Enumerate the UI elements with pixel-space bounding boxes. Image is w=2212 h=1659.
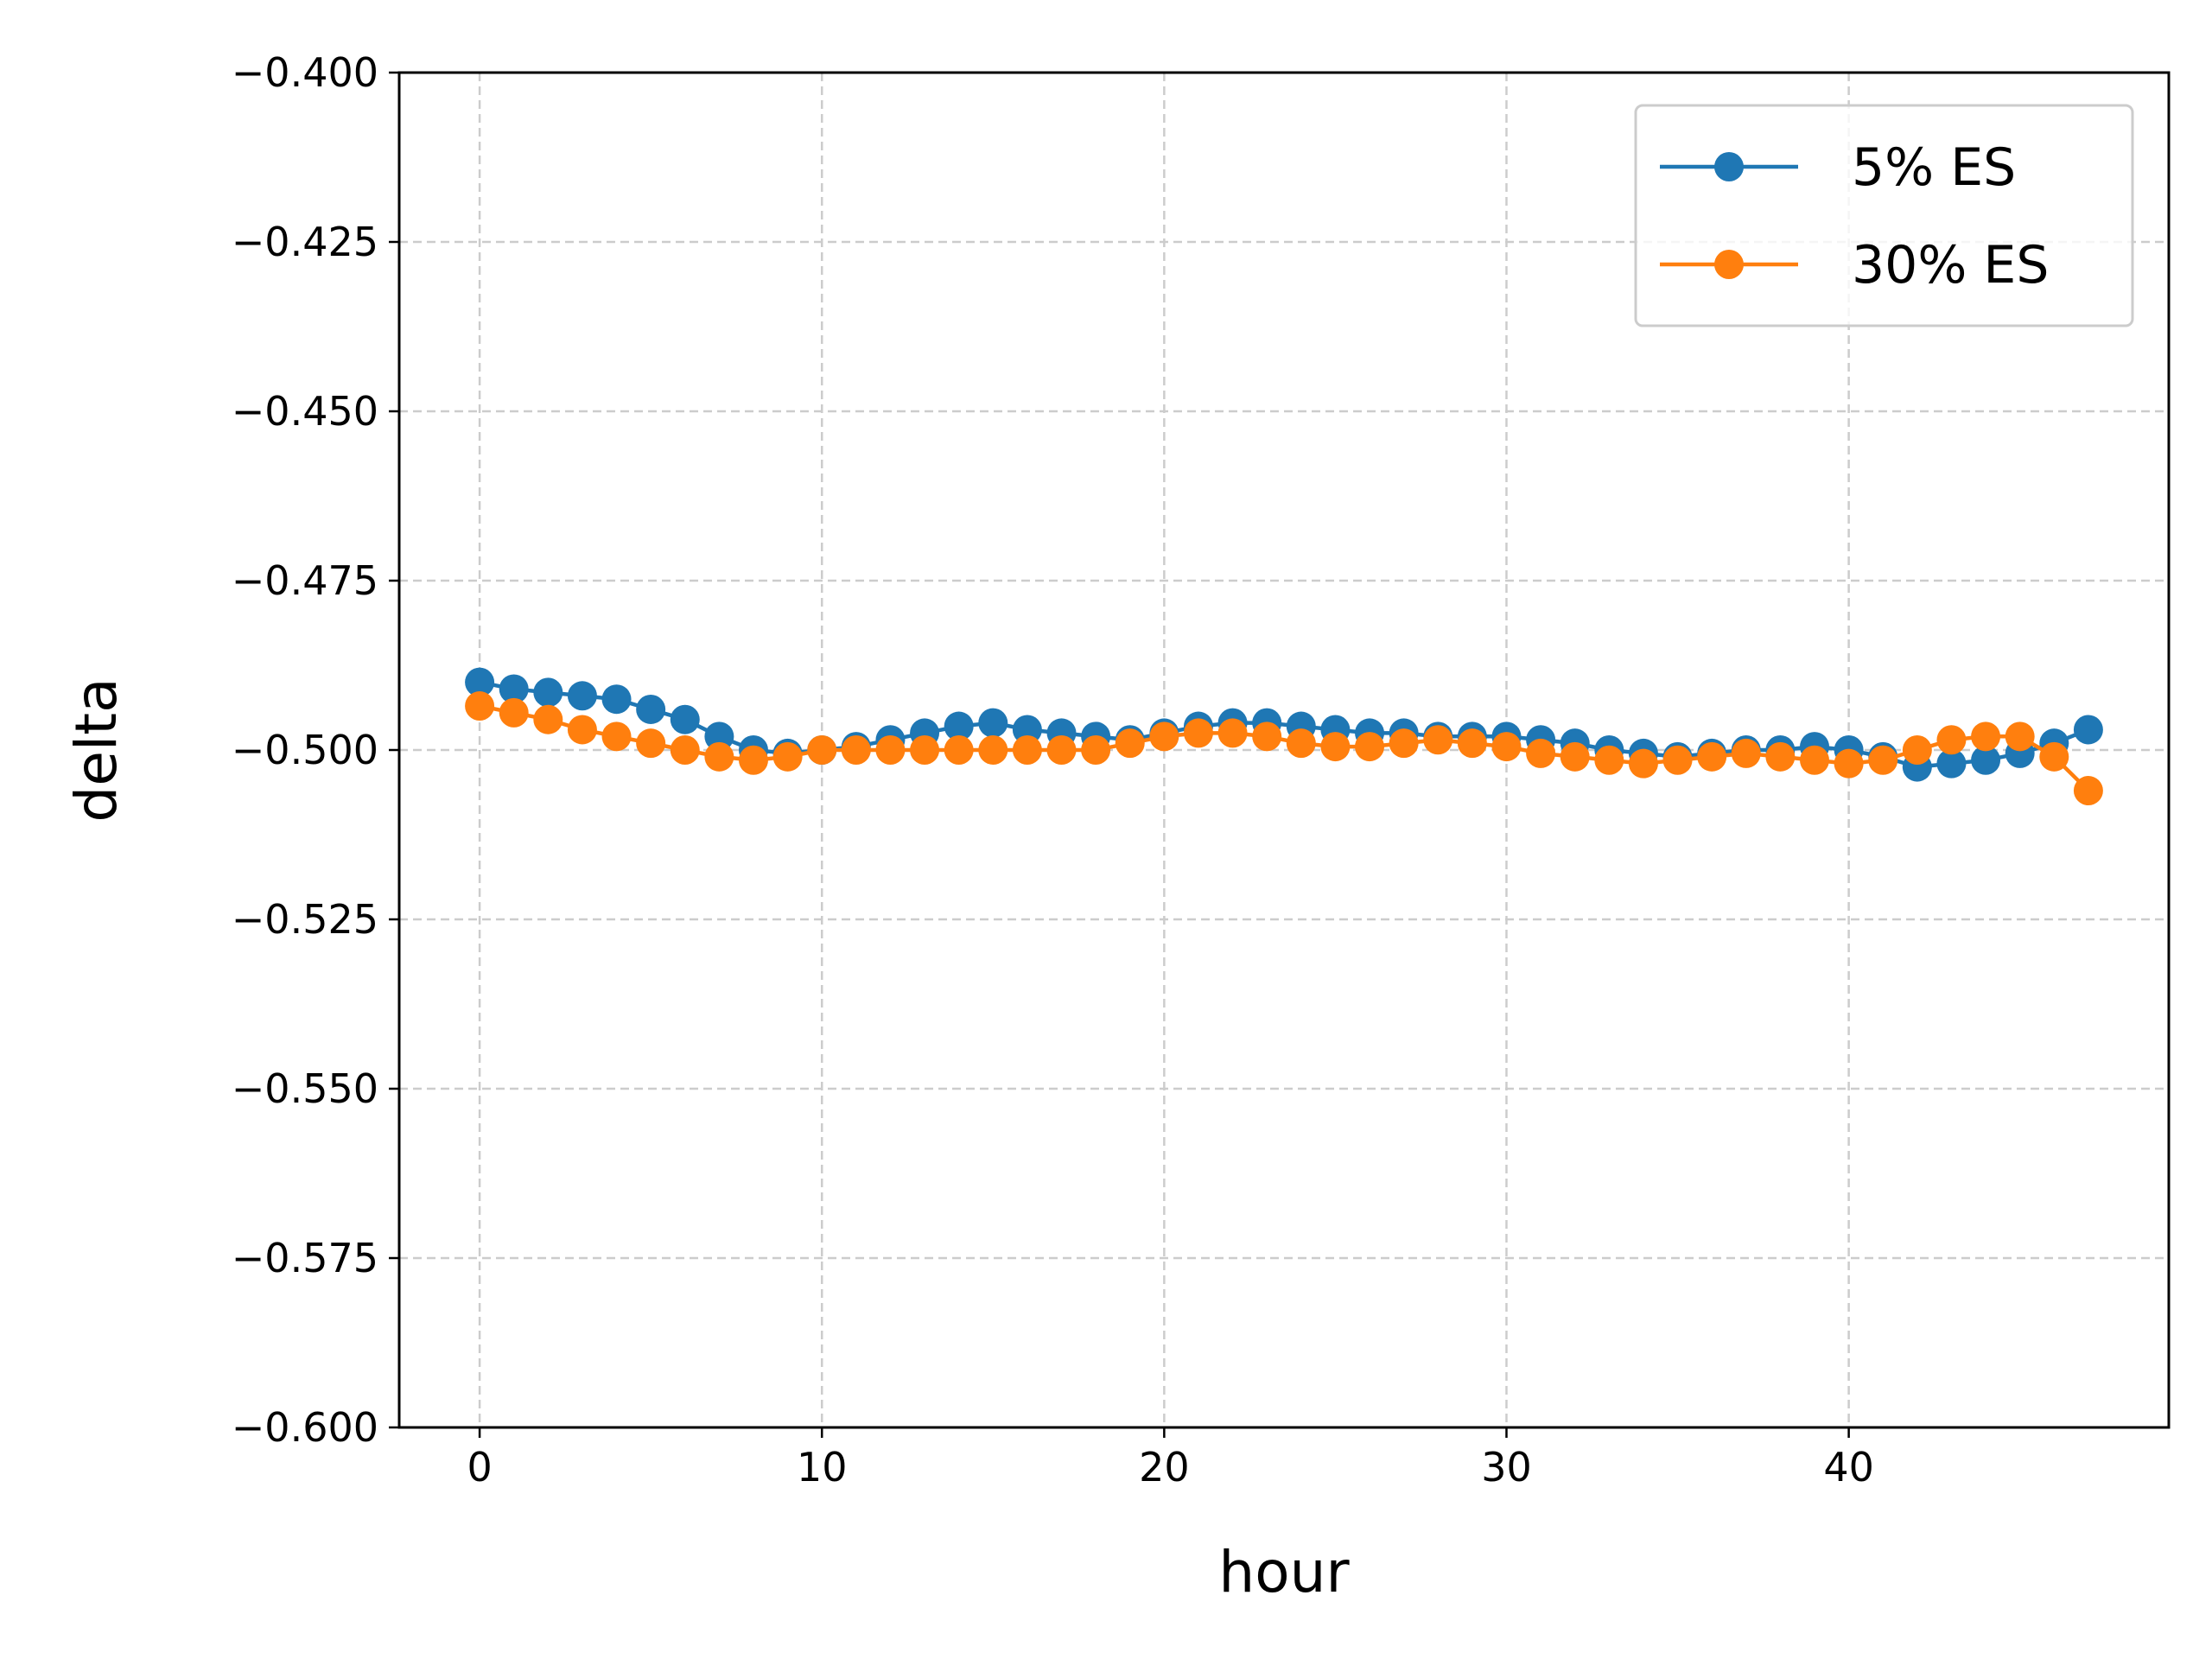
data-point [772, 741, 803, 772]
series-1 [465, 691, 2103, 806]
legend-box [1634, 104, 2134, 327]
data-point [944, 711, 974, 741]
y-tick-label: −0.475 [232, 557, 378, 604]
legend: 5% ES 30% ES [1634, 104, 2134, 327]
data-point [1457, 728, 1487, 759]
data-point [704, 741, 734, 772]
data-point [1765, 741, 1796, 772]
data-point [841, 735, 871, 765]
y-tick-label: −0.450 [232, 388, 378, 435]
x-tick-label: 10 [797, 1444, 848, 1491]
data-point [499, 674, 529, 704]
data-point [1217, 718, 1248, 748]
data-point [567, 715, 597, 745]
y-tick-label: −0.425 [232, 219, 378, 265]
data-point [636, 728, 666, 759]
data-point [875, 735, 906, 765]
legend-label: 5% ES [1852, 137, 2016, 198]
data-point [807, 735, 837, 765]
data-point [978, 708, 1008, 738]
axis-ticks: 0 10 20 30 40 −0.400 −0.425 −0.450 −0.475 −0.500 −… [232, 49, 1874, 1491]
data-point [1731, 738, 1761, 768]
y-tick-label: −0.500 [232, 727, 378, 773]
legend-marker [1714, 152, 1744, 181]
x-tick-label: 40 [1823, 1444, 1874, 1491]
data-point [1936, 725, 1967, 755]
data-point [1012, 735, 1042, 765]
data-point [1046, 735, 1077, 765]
legend-marker [1714, 250, 1744, 279]
data-point [1012, 715, 1042, 745]
x-tick-label: 20 [1139, 1444, 1190, 1491]
data-point [1081, 735, 1111, 765]
y-axis-label: delta [63, 677, 130, 822]
data-point [1594, 745, 1624, 775]
data-point [1834, 748, 1864, 779]
legend-item-1: 30% ES [1660, 235, 2049, 296]
data-point [567, 681, 597, 711]
data-point [1868, 745, 1898, 775]
y-tick-label: −0.575 [232, 1235, 378, 1281]
data-point [1971, 745, 2001, 775]
data-point [1936, 748, 1967, 779]
data-point [1423, 725, 1453, 755]
data-point [1971, 721, 2001, 752]
data-point [1800, 745, 1830, 775]
data-point [533, 677, 563, 708]
y-tick-label: −0.525 [232, 896, 378, 943]
legend-item-0: 5% ES [1660, 137, 2016, 198]
data-point [1526, 738, 1556, 768]
data-point [533, 704, 563, 734]
data-point [944, 735, 974, 765]
data-point [1252, 721, 1282, 752]
data-point [1149, 721, 1179, 752]
data-point [1662, 745, 1693, 775]
x-tick-label: 30 [1481, 1444, 1532, 1491]
x-axis-label: hour [1218, 1539, 1350, 1605]
data-point [704, 721, 734, 752]
data-point [601, 721, 632, 752]
data-point [670, 735, 700, 765]
data-point [910, 735, 940, 765]
data-point [1320, 732, 1351, 762]
y-tick-label: −0.600 [232, 1404, 378, 1451]
data-point [1183, 718, 1213, 748]
data-point [1697, 741, 1727, 772]
data-point [465, 667, 495, 697]
data-point [2073, 715, 2103, 745]
data-point [1560, 741, 1590, 772]
y-tick-label: −0.400 [232, 49, 378, 96]
data-point [2005, 721, 2035, 752]
series-lines [465, 667, 2103, 806]
data-point [1902, 735, 1932, 765]
legend-label: 30% ES [1852, 235, 2049, 296]
data-point [601, 684, 632, 715]
data-point [1355, 732, 1385, 762]
data-point [978, 735, 1008, 765]
data-point [499, 697, 529, 728]
y-tick-label: −0.550 [232, 1065, 378, 1112]
x-tick-label: 0 [467, 1444, 492, 1491]
data-point [636, 694, 666, 724]
data-point [1286, 728, 1316, 759]
data-point [670, 704, 700, 734]
data-point [465, 691, 495, 721]
data-point [1628, 748, 1658, 779]
data-point [2039, 741, 2069, 772]
data-point [1491, 732, 1522, 762]
data-point [1389, 728, 1419, 759]
data-point [738, 745, 768, 775]
data-point [1115, 728, 1145, 759]
data-point [2073, 776, 2103, 806]
